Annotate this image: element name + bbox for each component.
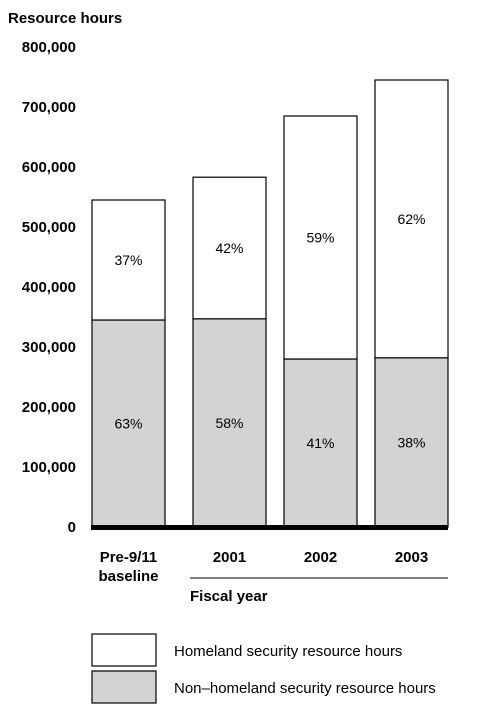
bar-percent-label: 59% — [306, 230, 334, 246]
x-axis-categories: Pre-9/11 baseline 2001 2002 2003 — [98, 549, 428, 585]
y-tick-label: 100,000 — [22, 459, 76, 476]
y-axis-ticks: 0 100,000 200,000 300,000 400,000 500,000 600,… — [22, 39, 76, 536]
bar-percent-label: 41% — [306, 435, 334, 451]
y-tick-label: 0 — [68, 519, 76, 536]
legend-label: Homeland security resource hours — [174, 643, 402, 660]
y-tick-label: 500,000 — [22, 219, 76, 236]
x-category-label: 2003 — [395, 549, 428, 566]
x-category-label: baseline — [98, 568, 158, 585]
bar-percent-label: 63% — [114, 416, 142, 432]
bars: 63% 37% 58% 42% 41% 59% 38% 62% — [91, 79, 449, 528]
y-tick-label: 700,000 — [22, 99, 76, 116]
y-tick-label: 600,000 — [22, 159, 76, 176]
y-tick-label: 300,000 — [22, 339, 76, 356]
bar-homeland-3 — [374, 79, 449, 359]
x-category-label: 2002 — [304, 549, 337, 566]
bar-homeland-1 — [192, 176, 267, 320]
y-axis-title: Resource hours — [8, 10, 122, 27]
y-tick-label: 400,000 — [22, 279, 76, 296]
legend-label: Non–homeland security resource hours — [174, 680, 436, 697]
y-tick-label: 200,000 — [22, 399, 76, 416]
legend-swatch — [91, 670, 157, 704]
bar-percent-label: 42% — [215, 240, 243, 256]
bar-percent-label: 58% — [215, 415, 243, 431]
x-axis-title: Fiscal year — [190, 588, 268, 605]
x-axis-baseline — [91, 525, 448, 530]
x-category-label: 2001 — [213, 549, 246, 566]
bar-homeland-2 — [283, 115, 358, 360]
bar-percent-label: 38% — [397, 434, 425, 450]
bar-non-homeland-2 — [283, 358, 358, 528]
legend-swatch — [91, 633, 157, 667]
bar-percent-label: 62% — [397, 211, 425, 227]
bar-homeland-0 — [91, 199, 166, 321]
bar-percent-label: 37% — [114, 252, 142, 268]
bar-non-homeland-0 — [91, 319, 166, 528]
x-category-label: Pre-9/11 — [100, 549, 158, 566]
y-tick-label: 800,000 — [22, 39, 76, 56]
legend: Homeland security resource hours Non–home… — [91, 633, 436, 704]
